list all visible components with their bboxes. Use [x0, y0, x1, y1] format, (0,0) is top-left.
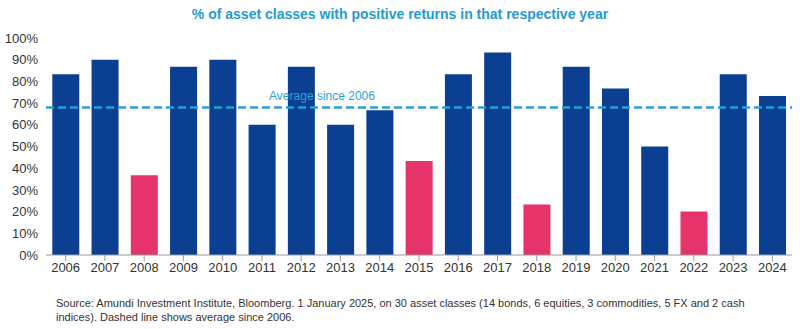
svg-text:2015: 2015: [405, 260, 434, 275]
svg-text:Average since 2006: Average since 2006: [269, 89, 375, 103]
svg-text:0%: 0%: [19, 248, 38, 263]
svg-text:40%: 40%: [12, 161, 38, 176]
svg-text:90%: 90%: [12, 52, 38, 67]
svg-text:2008: 2008: [130, 260, 159, 275]
svg-text:10%: 10%: [12, 226, 38, 241]
svg-text:2020: 2020: [601, 260, 630, 275]
svg-text:50%: 50%: [12, 139, 38, 154]
svg-text:2007: 2007: [90, 260, 119, 275]
html-text:Source: Amundi Investment Inst: Source: Amundi Investment Institute, Blo…: [56, 297, 745, 323]
svg-text:2013: 2013: [326, 260, 355, 275]
svg-text:2018: 2018: [522, 260, 551, 275]
svg-text:60%: 60%: [12, 117, 38, 132]
svg-text:2016: 2016: [444, 260, 473, 275]
svg-text:2017: 2017: [483, 260, 512, 275]
svg-text:2022: 2022: [679, 260, 708, 275]
svg-text:2014: 2014: [365, 260, 394, 275]
svg-text:2021: 2021: [640, 260, 669, 275]
svg-text:30%: 30%: [12, 183, 38, 198]
svg-text:2012: 2012: [287, 260, 316, 275]
svg-text:20%: 20%: [12, 204, 38, 219]
svg-text:2024: 2024: [758, 260, 787, 275]
svg-text:2011: 2011: [248, 260, 276, 275]
svg-text:2019: 2019: [562, 260, 591, 275]
html-text:% of asset classes with positi: % of asset classes with positive returns…: [191, 6, 609, 22]
svg-text:2010: 2010: [208, 260, 237, 275]
svg-text:2023: 2023: [719, 260, 748, 275]
svg-text:100%: 100%: [8, 31, 38, 46]
svg-text:70%: 70%: [12, 96, 38, 111]
svg-text:2009: 2009: [169, 260, 198, 275]
svg-text:80%: 80%: [12, 74, 38, 89]
svg-text:2006: 2006: [51, 260, 80, 275]
